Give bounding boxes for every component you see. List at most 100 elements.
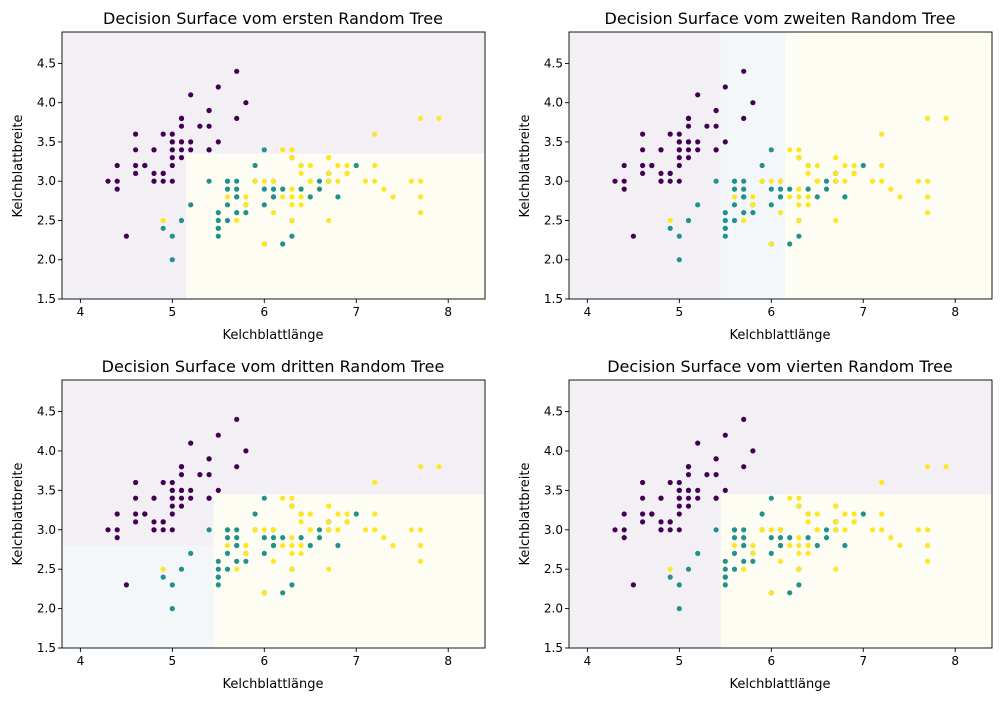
- data-point: [114, 178, 120, 184]
- data-point: [372, 131, 378, 137]
- y-tick-label: 2.0: [37, 602, 56, 616]
- data-point: [768, 495, 774, 501]
- data-point: [298, 550, 304, 557]
- data-point: [436, 115, 442, 121]
- data-point: [768, 241, 774, 247]
- data-point: [768, 590, 774, 596]
- data-point: [372, 479, 378, 486]
- data-point: [796, 550, 802, 557]
- data-point: [722, 233, 728, 239]
- data-point: [316, 178, 323, 184]
- x-tick-label: 4: [584, 305, 592, 319]
- data-point: [796, 233, 802, 239]
- data-point: [805, 170, 811, 176]
- data-point: [270, 542, 277, 549]
- data-point: [741, 217, 747, 224]
- data-point: [243, 210, 249, 216]
- plot-area: 4 5 6 7 8 1.5 2.0 2.5 3.0 3.5 4.0 4.5: [37, 31, 486, 319]
- data-point: [372, 511, 378, 517]
- data-point: [289, 233, 295, 239]
- data-point: [289, 582, 295, 588]
- data-point: [188, 495, 194, 501]
- data-point: [243, 202, 249, 208]
- data-point: [160, 217, 166, 224]
- data-point: [649, 511, 655, 517]
- data-point: [178, 139, 185, 145]
- data-point: [215, 139, 221, 145]
- axes-frame: [61, 31, 486, 300]
- data-point: [243, 100, 249, 106]
- data-point: [298, 194, 304, 200]
- data-point: [178, 464, 185, 470]
- data-point: [178, 566, 185, 572]
- data-point: [289, 217, 295, 224]
- data-point: [105, 178, 111, 184]
- data-point: [713, 456, 719, 462]
- plot-area: 4 5 6 7 8 1.5 2.0 2.5 3.0 3.5 4.0 4.5: [37, 379, 486, 668]
- y-tick-label: 4.5: [544, 405, 563, 419]
- y-tick-label: 3.5: [544, 483, 563, 497]
- x-tick-label: 8: [444, 305, 452, 319]
- axes-frame: [568, 379, 993, 649]
- data-point: [215, 225, 221, 231]
- data-point: [224, 217, 231, 224]
- y-axis-label: Kelchblattbreite: [518, 463, 533, 566]
- data-point: [814, 527, 820, 533]
- data-point: [142, 162, 148, 169]
- data-point: [805, 542, 811, 549]
- data-point: [418, 464, 424, 470]
- data-point: [658, 170, 664, 176]
- data-point: [114, 162, 120, 169]
- data-point: [307, 527, 313, 533]
- data-point: [169, 147, 175, 153]
- data-point: [741, 464, 747, 470]
- data-point: [879, 162, 885, 169]
- data-point: [289, 542, 295, 549]
- data-point: [685, 155, 692, 161]
- data-point: [169, 162, 175, 169]
- y-axis-label: Kelchblattbreite: [518, 115, 533, 218]
- data-point: [151, 495, 157, 501]
- data-point: [169, 527, 175, 533]
- x-tick-label: 6: [767, 654, 775, 668]
- data-point: [777, 178, 784, 184]
- data-point: [215, 432, 221, 438]
- data-point: [640, 511, 646, 517]
- data-point: [704, 472, 710, 478]
- data-point: [842, 194, 848, 200]
- data-point: [178, 217, 185, 224]
- data-point: [261, 527, 267, 533]
- data-point: [750, 210, 756, 216]
- data-point: [805, 519, 811, 525]
- data-point: [114, 535, 120, 541]
- data-point: [252, 511, 258, 517]
- data-point: [658, 495, 664, 501]
- data-point: [188, 440, 194, 446]
- data-point: [197, 123, 203, 129]
- data-point: [713, 123, 719, 129]
- data-point: [833, 566, 839, 572]
- y-tick-label: 1.5: [544, 641, 563, 655]
- data-point: [261, 178, 267, 184]
- data-point: [151, 178, 157, 184]
- data-point: [289, 194, 295, 200]
- data-point: [676, 527, 682, 533]
- chart-title: Decision Surface vom zweiten Random Tree: [605, 9, 956, 28]
- data-point: [676, 487, 682, 493]
- data-point: [658, 147, 664, 153]
- data-point: [418, 527, 424, 533]
- data-point: [178, 487, 185, 493]
- data-point: [335, 542, 341, 549]
- data-point: [741, 558, 747, 564]
- data-point: [621, 511, 627, 517]
- data-point: [685, 566, 692, 572]
- data-point: [796, 495, 802, 501]
- data-point: [750, 542, 756, 549]
- data-point: [925, 527, 931, 533]
- data-point: [750, 100, 756, 106]
- data-point: [667, 170, 673, 176]
- data-point: [879, 178, 885, 184]
- data-point: [243, 558, 249, 564]
- data-point: [169, 233, 175, 239]
